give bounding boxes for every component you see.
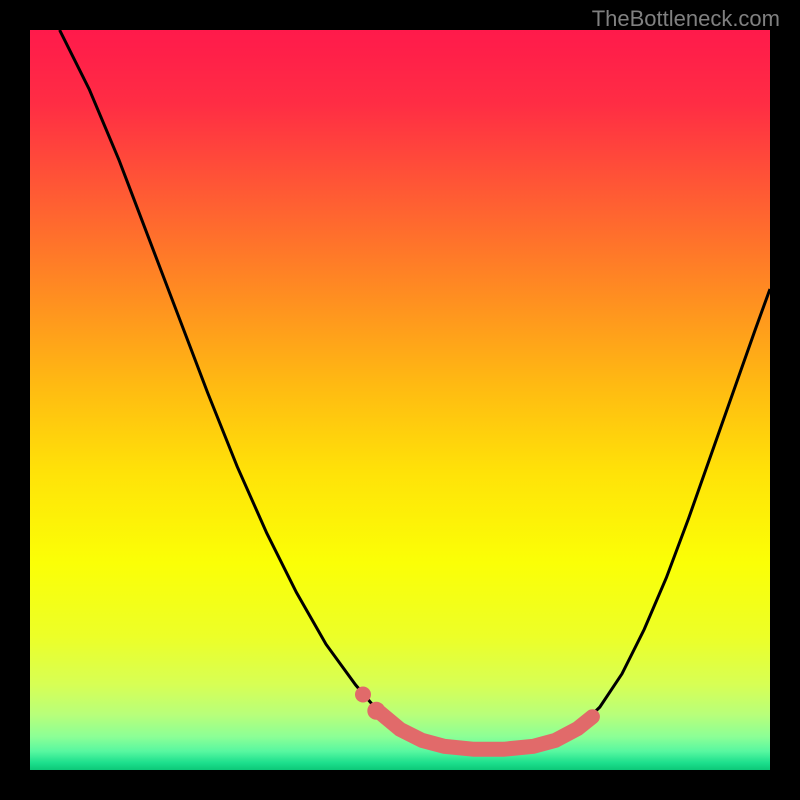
chart-svg <box>30 30 770 770</box>
highlight-dot <box>367 702 385 720</box>
highlight-dot <box>355 687 371 703</box>
gradient-background <box>30 30 770 770</box>
plot-area <box>30 30 770 770</box>
watermark-text: TheBottleneck.com <box>592 6 780 32</box>
